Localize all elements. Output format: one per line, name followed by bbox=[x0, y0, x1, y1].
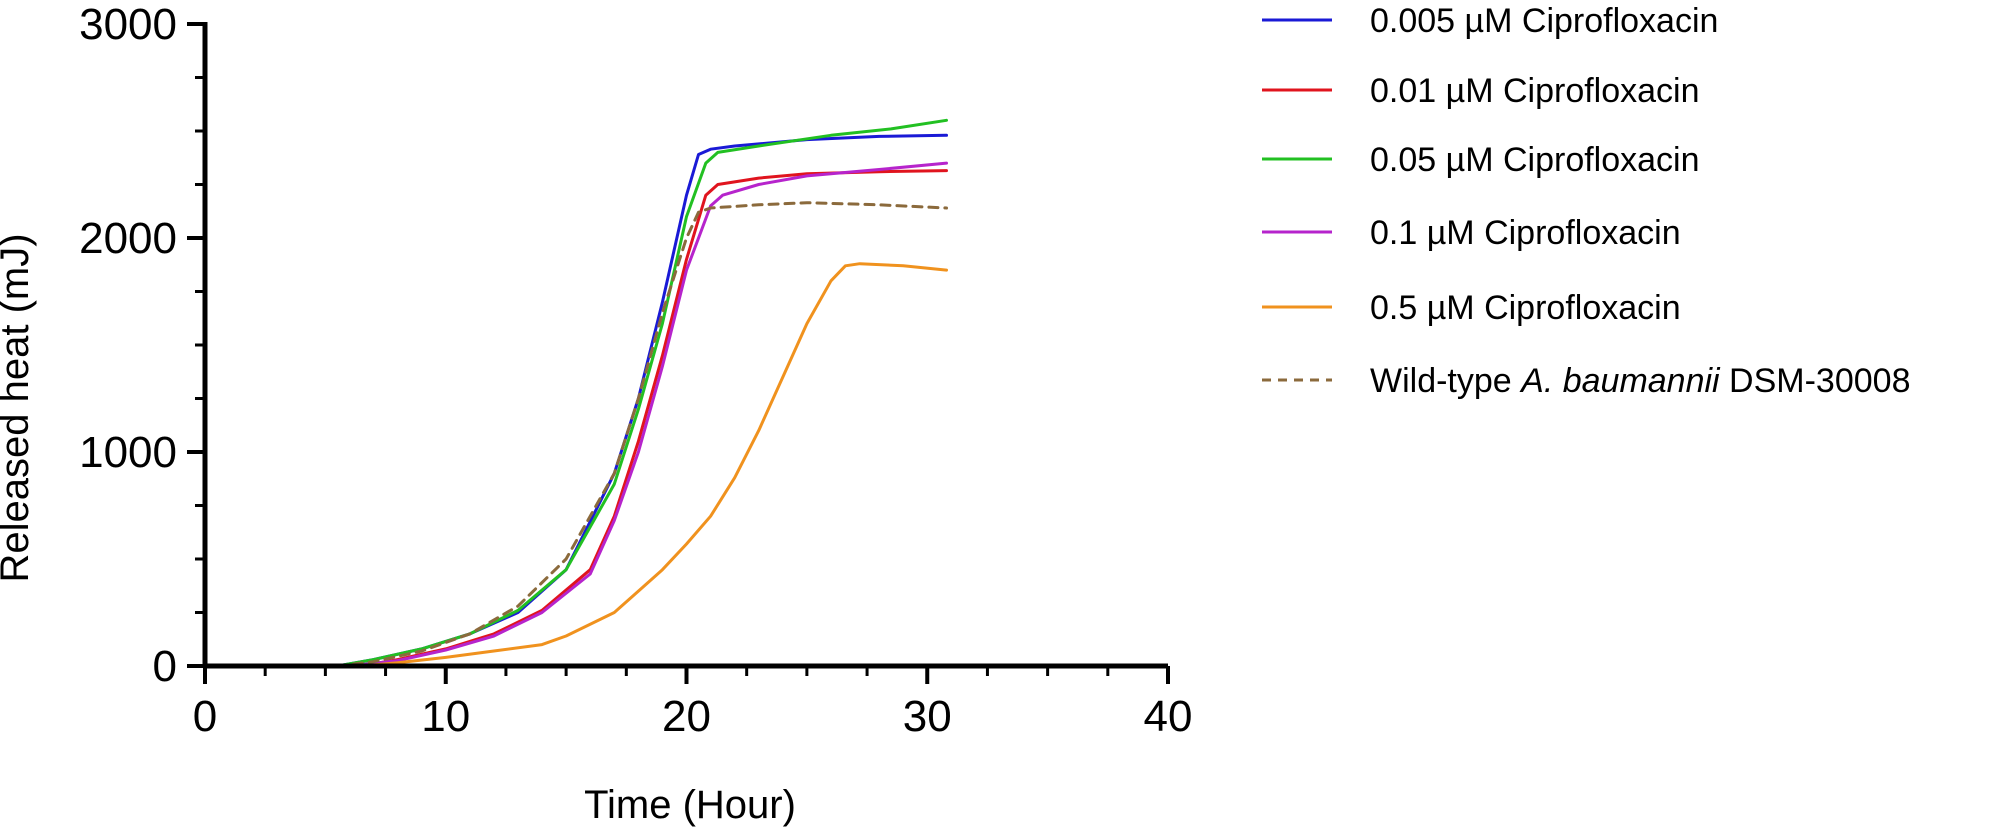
legend: 0.005 µM Ciprofloxacin 0.01 µM Ciprofloxa… bbox=[1262, 2, 1910, 400]
plot-lines bbox=[307, 118, 948, 668]
series-line-0 bbox=[307, 133, 948, 668]
series-line-2 bbox=[335, 118, 948, 668]
x-tick-label: 40 bbox=[1144, 692, 1193, 741]
y-tick-label: 1000 bbox=[79, 428, 177, 477]
legend-label: 0.05 µM Ciprofloxacin bbox=[1370, 141, 1700, 179]
x-axis-title: Time (Hour) bbox=[584, 783, 796, 827]
x-tick-label: 30 bbox=[903, 692, 952, 741]
legend-label: 0.01 µM Ciprofloxacin bbox=[1370, 72, 1700, 110]
axes: 0 10 20 30 40 0 1000 2000 3000 bbox=[79, 0, 1192, 741]
y-tick-label: 2000 bbox=[79, 214, 177, 263]
legend-label: 0.1 µM Ciprofloxacin bbox=[1370, 214, 1681, 252]
series-line-5 bbox=[335, 201, 948, 668]
series-line-1 bbox=[360, 169, 948, 668]
x-tick-label: 20 bbox=[662, 692, 711, 741]
series-line-4 bbox=[360, 262, 948, 668]
x-tick-label: 0 bbox=[193, 692, 217, 741]
legend-label: Wild-type A. baumannii DSM-30008 bbox=[1370, 362, 1910, 400]
y-axis-title: Released heat (mJ) bbox=[0, 233, 37, 582]
legend-label: 0.005 µM Ciprofloxacin bbox=[1370, 2, 1718, 40]
x-tick-label: 10 bbox=[421, 692, 470, 741]
y-tick-label: 3000 bbox=[79, 0, 177, 49]
y-tick-label: 0 bbox=[153, 642, 177, 691]
legend-label: 0.5 µM Ciprofloxacin bbox=[1370, 289, 1681, 327]
series-line-3 bbox=[347, 161, 948, 668]
